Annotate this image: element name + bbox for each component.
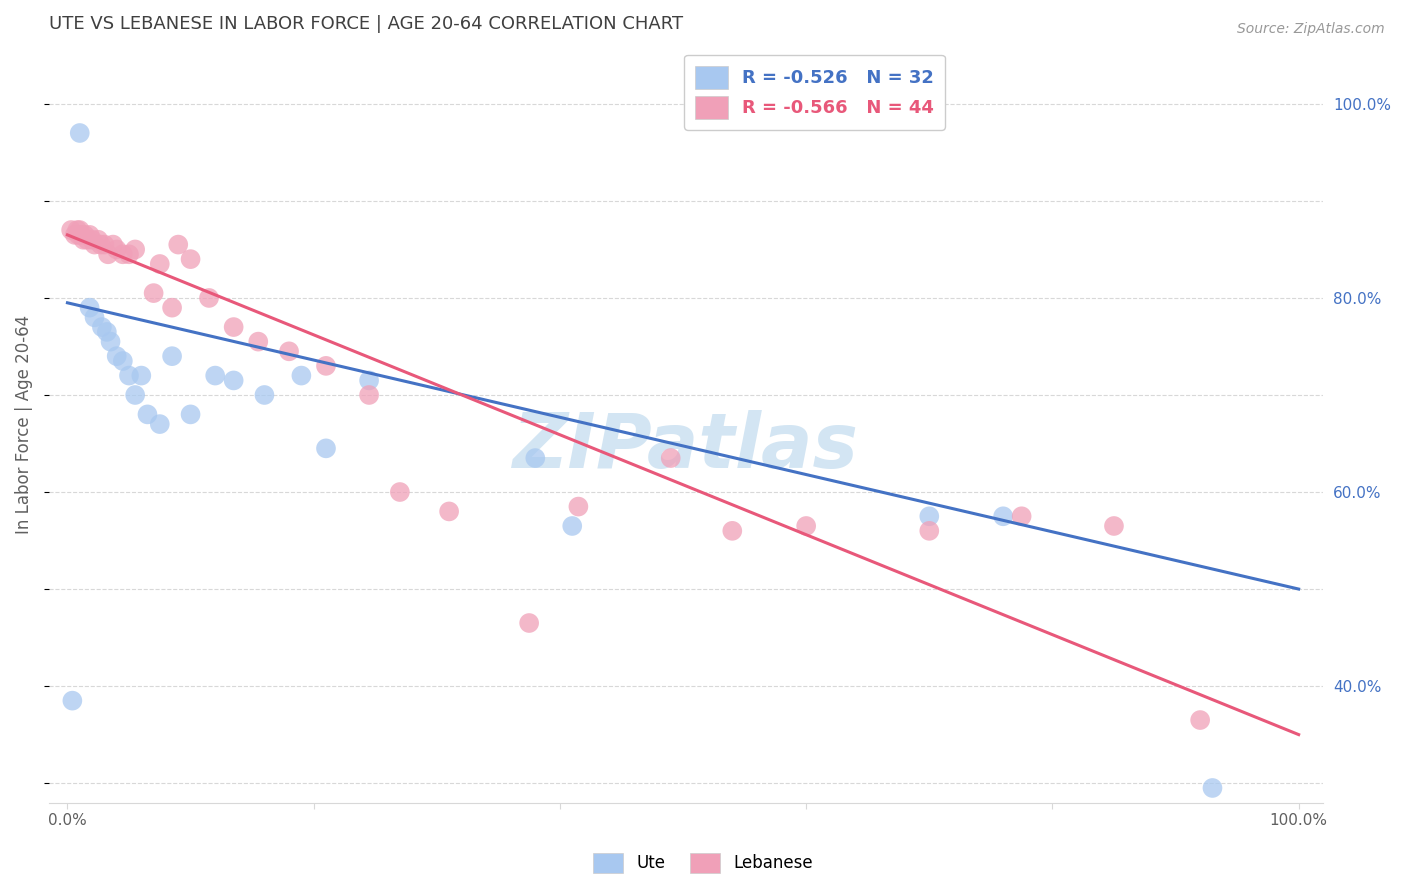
Y-axis label: In Labor Force | Age 20-64: In Labor Force | Age 20-64 <box>15 315 32 533</box>
Point <box>90 237 112 252</box>
Point <box>60 693 83 707</box>
Point <box>83 237 105 252</box>
Legend: Ute, Lebanese: Ute, Lebanese <box>586 847 820 880</box>
Point <box>918 509 941 524</box>
Point <box>359 388 381 402</box>
Point <box>918 524 941 538</box>
Point <box>437 504 460 518</box>
Point <box>72 233 94 247</box>
Point <box>160 349 183 363</box>
Point <box>70 227 93 242</box>
Point <box>60 223 83 237</box>
Legend: R = -0.526   N = 32, R = -0.566   N = 44: R = -0.526 N = 32, R = -0.566 N = 44 <box>685 54 945 130</box>
Point <box>278 344 301 359</box>
Point <box>794 519 817 533</box>
Point <box>66 223 89 237</box>
Point <box>567 500 589 514</box>
Point <box>1102 519 1125 533</box>
Point <box>118 368 141 383</box>
Point <box>111 354 134 368</box>
Text: ZIPatlas: ZIPatlas <box>513 409 859 483</box>
Point <box>87 233 110 247</box>
Point <box>96 325 118 339</box>
Point <box>198 291 221 305</box>
Point <box>167 237 190 252</box>
Point <box>315 442 337 456</box>
Point <box>290 368 312 383</box>
Point <box>991 509 1014 524</box>
Text: Source: ZipAtlas.com: Source: ZipAtlas.com <box>1237 22 1385 37</box>
Point <box>180 252 202 267</box>
Point <box>67 227 90 242</box>
Point <box>105 243 128 257</box>
Point <box>1189 713 1212 727</box>
Point <box>93 237 115 252</box>
Point <box>561 519 583 533</box>
Point <box>222 373 245 387</box>
Point <box>69 126 91 140</box>
Point <box>101 237 124 252</box>
Point <box>83 310 105 325</box>
Point <box>222 320 245 334</box>
Point <box>1011 509 1033 524</box>
Point <box>124 243 146 257</box>
Point <box>118 247 141 261</box>
Point <box>142 286 165 301</box>
Point <box>247 334 270 349</box>
Point <box>517 615 540 630</box>
Point <box>253 388 276 402</box>
Point <box>111 247 134 261</box>
Point <box>524 451 547 466</box>
Point <box>388 485 411 500</box>
Point <box>149 257 172 271</box>
Point <box>315 359 337 373</box>
Point <box>659 451 682 466</box>
Point <box>73 227 96 242</box>
Point <box>721 524 744 538</box>
Text: UTE VS LEBANESE IN LABOR FORCE | AGE 20-64 CORRELATION CHART: UTE VS LEBANESE IN LABOR FORCE | AGE 20-… <box>49 15 683 33</box>
Point <box>79 301 101 315</box>
Point <box>63 227 86 242</box>
Point <box>80 233 103 247</box>
Point <box>97 247 120 261</box>
Point <box>79 227 101 242</box>
Point <box>69 223 91 237</box>
Point <box>100 334 122 349</box>
Point <box>180 408 202 422</box>
Point <box>204 368 226 383</box>
Point <box>76 233 98 247</box>
Point <box>90 320 112 334</box>
Point <box>124 388 146 402</box>
Point <box>359 373 381 387</box>
Point <box>160 301 183 315</box>
Point <box>131 368 153 383</box>
Point <box>136 408 159 422</box>
Point <box>1201 780 1223 795</box>
Point <box>149 417 172 431</box>
Point <box>105 349 128 363</box>
